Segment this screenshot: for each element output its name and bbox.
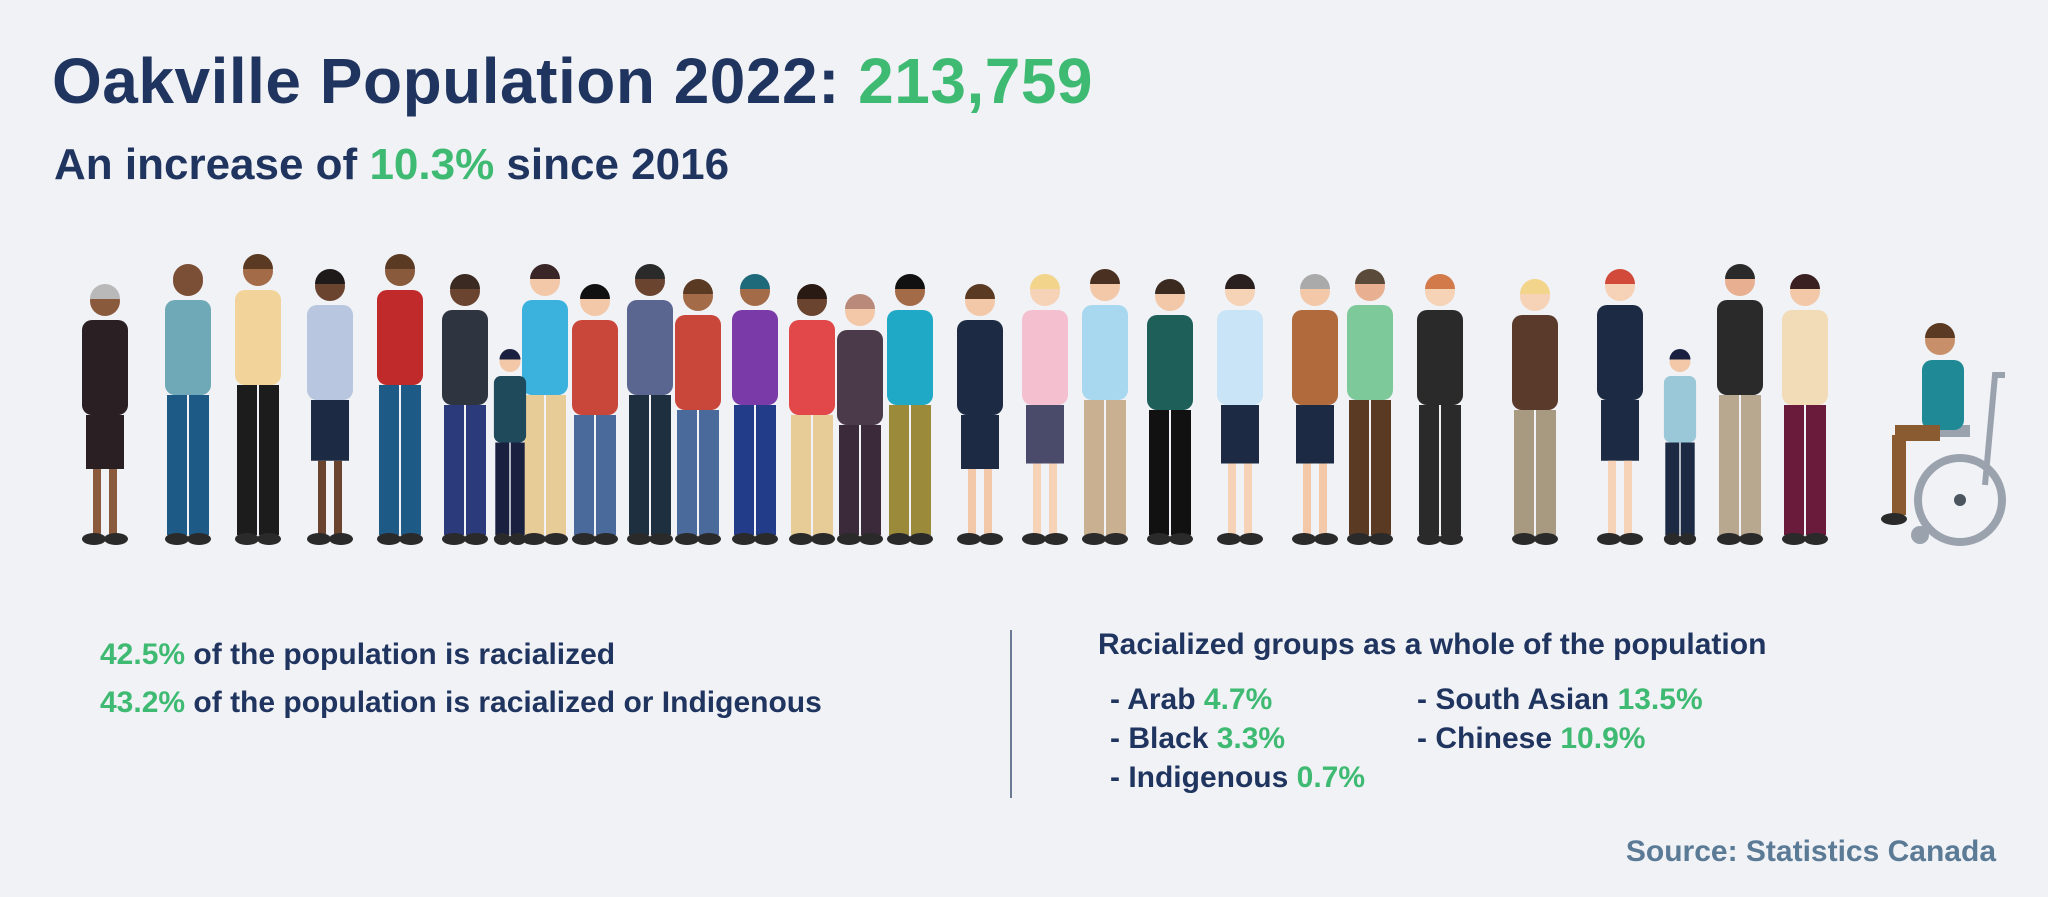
people-illustration bbox=[82, 254, 2006, 546]
group-chinese: - Chinese 10.9% bbox=[1417, 722, 1645, 756]
source-citation: Source: Statistics Canada bbox=[1625, 835, 1996, 868]
group-value: 3.3% bbox=[1216, 722, 1286, 755]
vertical-divider bbox=[1010, 630, 1012, 798]
group-value: 13.5% bbox=[1617, 683, 1703, 716]
stat-text: of the population is racialized bbox=[185, 638, 616, 671]
group-label: - Black bbox=[1110, 722, 1217, 755]
group-label: - Chinese bbox=[1417, 722, 1561, 755]
group-black: - Black 3.3% bbox=[1110, 722, 1285, 756]
stat-racialized-indigenous: 43.2% of the population is racialized or… bbox=[100, 686, 822, 720]
group-label: - Indigenous bbox=[1110, 761, 1297, 794]
subtitle-prefix: An increase of bbox=[54, 140, 370, 189]
subtitle-suffix: since 2016 bbox=[494, 140, 730, 189]
groups-title: Racialized groups as a whole of the popu… bbox=[1098, 628, 1767, 661]
group-arab: - Arab 4.7% bbox=[1110, 683, 1272, 717]
stat-text: of the population is racialized or Indig… bbox=[185, 686, 822, 719]
group-value: 4.7% bbox=[1203, 683, 1273, 716]
group-south-asian: - South Asian 13.5% bbox=[1417, 683, 1703, 717]
group-value: 0.7% bbox=[1296, 761, 1366, 794]
group-label: - South Asian bbox=[1417, 683, 1618, 716]
increase-value: 10.3% bbox=[369, 140, 495, 189]
page-title: Oakville Population 2022: 213,759 bbox=[52, 44, 1093, 118]
population-value: 213,759 bbox=[858, 45, 1093, 117]
stat-value: 42.5% bbox=[100, 638, 186, 671]
stat-value: 43.2% bbox=[100, 686, 186, 719]
stat-racialized: 42.5% of the population is racialized bbox=[100, 638, 615, 672]
group-value: 10.9% bbox=[1560, 722, 1646, 755]
page-subtitle: An increase of 10.3% since 2016 bbox=[54, 140, 729, 190]
title-prefix: Oakville Population 2022: bbox=[52, 45, 859, 117]
group-indigenous: - Indigenous 0.7% bbox=[1110, 761, 1365, 795]
group-label: - Arab bbox=[1110, 683, 1204, 716]
